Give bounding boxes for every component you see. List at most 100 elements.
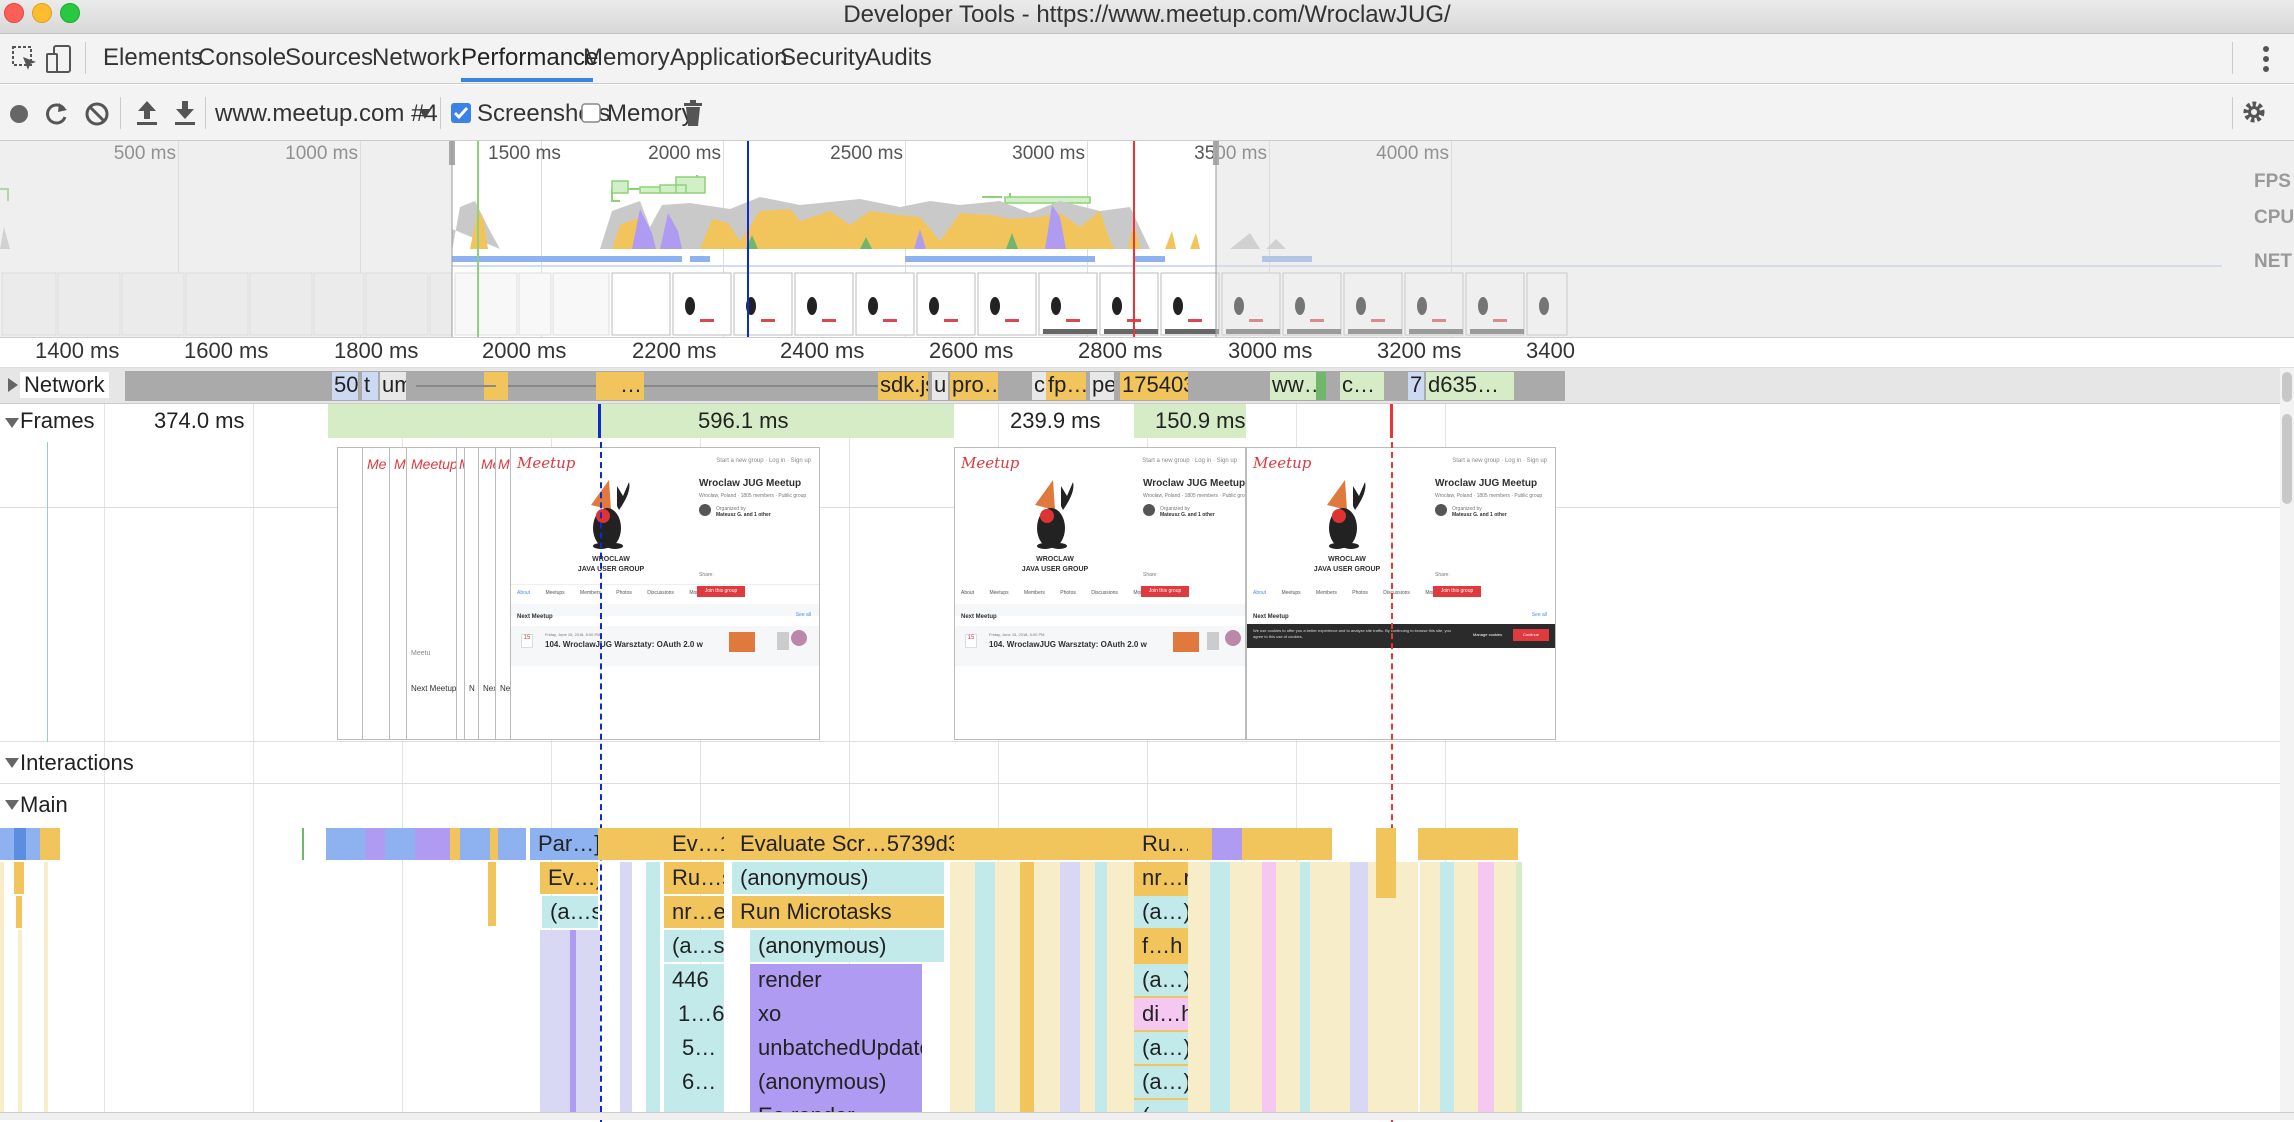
ruler-tick: 3200 ms (1377, 338, 1462, 363)
collapse-arrow-icon[interactable] (4, 798, 20, 812)
inspect-element-icon[interactable] (12, 46, 38, 72)
overview-tick: 2500 ms (830, 143, 903, 164)
tab-memory[interactable]: Memory (583, 44, 670, 71)
frames-track-header[interactable]: Frames 374.0 ms 596.1 ms 239.9 ms 150.9 … (0, 404, 2294, 508)
flame-entry[interactable]: di…h (1134, 998, 1188, 1030)
profile-select[interactable]: www.meetup.com #4 (215, 100, 438, 127)
network-request[interactable]: c… (1340, 372, 1384, 400)
overview-tick: 3500 ms (1179, 143, 1267, 165)
close-window-button[interactable] (4, 3, 24, 23)
tab-security[interactable]: Security (780, 44, 867, 71)
tab-sources[interactable]: Sources (285, 44, 374, 71)
flame-entry[interactable]: Evaluate Scr…5739d3.js:1) (740, 831, 954, 856)
ruler-tick: 1800 ms (334, 338, 419, 363)
device-toolbar-icon[interactable] (46, 44, 72, 74)
timeline-overview[interactable]: 500 ms 1000 ms 1500 ms 2000 ms 2500 ms 3… (0, 141, 2294, 338)
network-request[interactable]: 50 (332, 372, 358, 400)
frame-screenshot[interactable]: Meetup Start a new group · Log in · Sign… (954, 447, 1246, 740)
network-request[interactable]: ww… (1270, 372, 1320, 400)
chevron-down-icon[interactable] (418, 108, 432, 120)
flame-entry[interactable]: (a…) (1134, 896, 1188, 928)
flame-entry[interactable]: 6… (682, 1069, 717, 1094)
flame-entry[interactable]: 446 (672, 967, 709, 992)
flame-entry[interactable]: (anonymous) (758, 933, 887, 958)
network-request[interactable]: 1754032 (1120, 372, 1188, 400)
tab-network[interactable]: Network (372, 44, 461, 71)
main-track-label: Main (20, 792, 68, 817)
frame-duration[interactable]: 150.9 ms (1155, 408, 1246, 433)
expand-arrow-icon[interactable] (6, 377, 20, 393)
vertical-scrollbar[interactable] (2280, 368, 2294, 1120)
flame-chart[interactable] (0, 826, 2294, 1120)
tab-console[interactable]: Console (198, 44, 287, 71)
minimize-window-button[interactable] (32, 3, 52, 23)
tab-application[interactable]: Application (670, 44, 788, 71)
tab-audits[interactable]: Audits (865, 44, 932, 71)
overview-tick: 2000 ms (648, 143, 721, 164)
flame-entry[interactable]: unbatchedUpdates (758, 1035, 922, 1060)
flame-entry[interactable]: Par…]) (538, 831, 598, 856)
flame-entry[interactable]: Ru…s (672, 865, 724, 890)
frame-duration[interactable]: 239.9 ms (1010, 408, 1101, 433)
clear-icon[interactable] (84, 101, 110, 127)
memory-checkbox[interactable] (581, 103, 601, 123)
ruler-tick: 3400 (1526, 338, 1575, 363)
save-profile-icon[interactable] (172, 99, 198, 127)
collapse-arrow-icon[interactable] (4, 756, 20, 770)
main-track-header[interactable]: Main (0, 784, 2294, 824)
flame-entry[interactable]: Run Microtasks (740, 899, 892, 924)
network-request[interactable]: pe (1090, 372, 1114, 400)
net-label: NET (2254, 251, 2292, 272)
more-options-icon[interactable] (2262, 44, 2270, 74)
network-request[interactable]: c (1032, 372, 1046, 400)
frame-screenshot[interactable]: Meetup Start a new group · Log in · Sign… (1246, 447, 1556, 740)
trash-icon[interactable] (683, 99, 703, 127)
network-request[interactable]: fp… (1046, 372, 1086, 400)
tab-elements[interactable]: Elements (103, 44, 204, 71)
screenshots-checkbox[interactable] (451, 103, 471, 123)
network-request[interactable]: u (932, 372, 948, 400)
network-track[interactable]: Network 50 t um … sdk.js u pro… c fp… pe… (0, 368, 2294, 404)
flame-entry[interactable]: (anonymous) (758, 1069, 887, 1094)
frame-screenshot[interactable]: Meetup Start a new group · Log in · Sign… (510, 447, 820, 740)
reload-profile-icon[interactable] (44, 101, 70, 127)
tab-performance[interactable]: Performance (461, 44, 599, 71)
flame-entry[interactable]: (a…s) (672, 933, 724, 958)
network-request[interactable]: … (596, 372, 644, 400)
frames-track-label: Frames (20, 408, 95, 433)
flame-entry[interactable]: xo (758, 1001, 782, 1026)
flame-entry[interactable]: 5… (682, 1035, 717, 1060)
network-request[interactable]: pro… (950, 372, 998, 400)
overview-graphs (0, 141, 2294, 337)
ruler-tick: 1400 ms (35, 338, 120, 363)
flame-entry[interactable]: Ev…1) (672, 831, 724, 856)
flame-entry[interactable]: (a…) (1134, 964, 1188, 996)
load-profile-icon[interactable] (134, 99, 160, 127)
flame-entry[interactable]: render (758, 967, 822, 992)
flame-entry[interactable]: 1…6 (678, 1001, 724, 1026)
gear-icon[interactable] (2241, 99, 2267, 125)
flame-entry[interactable]: nr…er (672, 899, 724, 924)
overview-tick: 1000 ms (270, 143, 358, 165)
flame-entry[interactable]: (anonymous) (740, 865, 869, 890)
flame-entry[interactable]: Ru…s (1142, 831, 1188, 856)
frame-duration[interactable]: 596.1 ms (698, 408, 789, 433)
collapse-arrow-icon[interactable] (4, 416, 20, 430)
network-request[interactable]: d635… (1426, 372, 1514, 400)
zoom-window-button[interactable] (60, 3, 80, 23)
flame-entry[interactable]: Ev…) (548, 865, 598, 890)
flame-entry[interactable]: nr…r (1142, 865, 1188, 890)
frame-duration[interactable]: 374.0 ms (154, 408, 245, 433)
network-request[interactable]: 7 (1408, 372, 1424, 400)
flame-entry[interactable]: (a…) (1134, 1032, 1188, 1064)
network-request[interactable]: um (380, 372, 406, 400)
flame-entry[interactable]: (a…s) (550, 899, 598, 924)
flame-entry[interactable]: (a…) (1134, 1066, 1188, 1098)
network-request[interactable]: sdk.js (878, 372, 928, 400)
network-request[interactable]: t (362, 372, 378, 400)
ruler-tick: 2800 ms (1078, 338, 1163, 363)
interactions-track[interactable]: Interactions (0, 742, 2294, 784)
flame-entry[interactable]: f…h (1142, 933, 1183, 958)
record-icon[interactable] (8, 103, 30, 125)
memory-label[interactable]: Memory (607, 100, 694, 127)
